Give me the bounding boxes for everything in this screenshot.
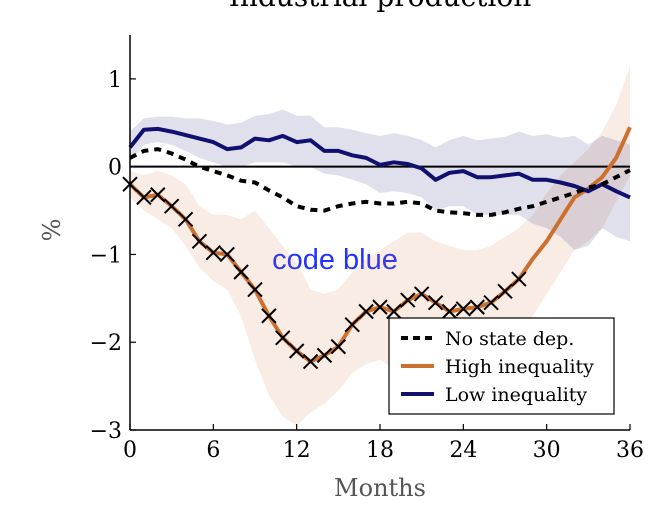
- marker-high-inequality: [469, 299, 485, 315]
- marker-high-inequality: [233, 264, 249, 280]
- legend-label-no-state-dep: No state dep.: [445, 328, 574, 350]
- x-tick-label: 12: [283, 438, 311, 463]
- chart-title: Industrial production: [229, 0, 531, 13]
- marker-high-inequality: [372, 299, 388, 315]
- marker-high-inequality: [358, 303, 374, 320]
- marker-high-inequality: [386, 303, 402, 320]
- marker-high-inequality: [136, 189, 152, 206]
- marker-high-inequality: [261, 308, 277, 324]
- y-axis-label: %: [38, 219, 66, 242]
- legend-label-high-inequality: High inequality: [445, 356, 594, 378]
- marker-high-inequality: [455, 301, 472, 317]
- x-tick-label: 18: [366, 438, 394, 463]
- series-line-low-inequality: [128, 126, 631, 200]
- marker-high-inequality: [302, 353, 319, 370]
- legend-label-low-inequality: Low inequality: [445, 384, 587, 406]
- annotation-text: code blue: [272, 244, 398, 276]
- x-tick-label: 30: [533, 438, 561, 463]
- marker-high-inequality: [163, 198, 180, 214]
- legend: No state dep. High inequality Low inequali…: [388, 317, 615, 415]
- y-tick-label: −1: [90, 243, 122, 268]
- marker-high-inequality: [427, 295, 444, 311]
- marker-high-inequality: [511, 271, 527, 287]
- y-tick-label: −3: [90, 419, 122, 444]
- marker-high-inequality: [344, 316, 360, 333]
- y-tick-label: −2: [90, 331, 122, 356]
- marker-high-inequality: [288, 343, 305, 359]
- marker-high-inequality: [219, 246, 235, 263]
- y-tick-label: 0: [108, 156, 122, 181]
- x-tick-label: 36: [616, 438, 644, 463]
- marker-high-inequality: [441, 303, 458, 320]
- series-line-no-state-dep: [129, 147, 631, 217]
- marker-high-inequality: [275, 330, 291, 346]
- marker-high-inequality: [177, 211, 194, 228]
- marker-high-inequality: [191, 233, 208, 249]
- marker-high-inequality: [316, 347, 333, 364]
- marker-high-inequality: [205, 244, 222, 261]
- marker-high-inequality: [247, 281, 263, 298]
- band-low-inequality: [130, 109, 630, 251]
- axis-layer: 0 6 12 18 24 30 36 1 0 −1 −2 −3: [90, 35, 644, 463]
- marker-high-inequality: [330, 338, 347, 355]
- x-tick-label: 6: [206, 438, 220, 463]
- marker-high-inequality: [400, 292, 416, 308]
- marker-high-inequality: [483, 295, 499, 311]
- y-tick-label: 1: [108, 68, 122, 93]
- x-tick-label: 24: [449, 438, 477, 463]
- x-axis-label: Months: [334, 474, 426, 502]
- marker-high-inequality: [413, 286, 430, 302]
- x-tick-label: 0: [123, 438, 137, 463]
- marker-high-inequality: [150, 187, 166, 203]
- marker-high-inequality: [497, 283, 513, 300]
